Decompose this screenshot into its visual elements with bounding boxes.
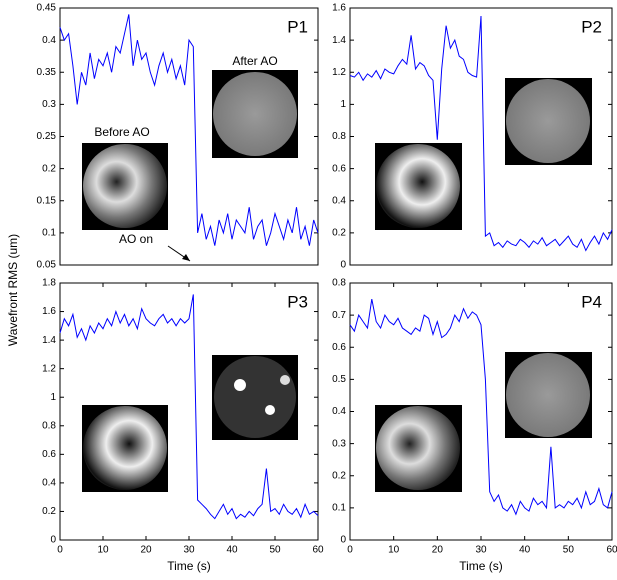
y-tick-label: 0.45 (37, 3, 57, 14)
panel-label: P4 (581, 292, 602, 311)
y-tick-label: 1.8 (42, 278, 56, 289)
y-tick-label: 0.4 (42, 478, 56, 489)
y-tick-label: 0.15 (37, 195, 57, 206)
data-line (349, 299, 613, 516)
data-line (349, 15, 613, 252)
y-tick-label: 0.6 (42, 449, 56, 460)
y-tick-label: 1.6 (332, 3, 346, 14)
y-tick-label: 0.4 (42, 35, 56, 46)
panel-label: P1 (287, 17, 308, 36)
x-tick-label: 10 (97, 545, 109, 556)
y-tick-label: 1 (50, 392, 56, 403)
annotation-arrow (167, 245, 191, 262)
data-line (59, 14, 319, 246)
x-tick-label: 40 (226, 545, 238, 556)
y-tick-label: 1.4 (42, 335, 56, 346)
y-tick-label: 0 (340, 535, 346, 546)
panel-label: P2 (581, 17, 602, 36)
x-tick-label: 30 (183, 545, 195, 556)
y-tick-label: 0.7 (332, 310, 346, 321)
x-tick-label: 60 (606, 545, 617, 556)
y-tick-label: 0.4 (332, 406, 346, 417)
x-tick-label: 0 (347, 545, 353, 556)
y-tick-label: 1.4 (332, 35, 346, 46)
x-tick-label: 50 (563, 545, 575, 556)
x-tick-label: 20 (432, 545, 444, 556)
x-tick-label: 40 (519, 545, 531, 556)
y-tick-label: 1.2 (332, 67, 346, 78)
wavefront-images (82, 70, 592, 492)
y-tick-label: 0.8 (332, 278, 346, 289)
y-axis-title: Wavefront RMS (um) (6, 234, 20, 346)
y-tick-label: 0.4 (332, 195, 346, 206)
x-tick-label: 10 (388, 545, 400, 556)
y-tick-label: 0.2 (42, 506, 56, 517)
x-axis-title: Time (s) (459, 559, 503, 573)
x-tick-label: 30 (475, 545, 487, 556)
panel-label: P3 (287, 292, 308, 311)
y-tick-label: 0.1 (42, 228, 56, 239)
y-tick-label: 0.5 (332, 374, 346, 385)
x-axis-title: Time (s) (167, 559, 211, 573)
y-tick-label: 0.1 (332, 503, 346, 514)
y-tick-label: 0.35 (37, 67, 57, 78)
annotation: Before AO (94, 125, 149, 139)
y-tick-label: 0 (50, 535, 56, 546)
y-tick-label: 1.2 (42, 363, 56, 374)
y-tick-label: 0.05 (37, 260, 57, 271)
y-tick-label: 0.2 (332, 228, 346, 239)
data-line (59, 294, 319, 520)
x-tick-label: 60 (312, 545, 324, 556)
y-tick-label: 0.25 (37, 131, 57, 142)
annotation: After AO (232, 54, 277, 68)
y-tick-label: 0.3 (332, 438, 346, 449)
x-tick-label: 50 (269, 545, 281, 556)
y-tick-label: 0.3 (42, 99, 56, 110)
y-tick-label: 0.2 (332, 470, 346, 481)
y-tick-label: 0.8 (42, 420, 56, 431)
y-tick-label: 0.6 (332, 342, 346, 353)
annotation: AO on (119, 232, 153, 246)
y-tick-label: 1.6 (42, 306, 56, 317)
y-tick-label: 0.8 (332, 131, 346, 142)
y-tick-label: 1 (340, 99, 346, 110)
y-tick-label: 0 (340, 260, 346, 271)
y-tick-label: 0.2 (42, 163, 56, 174)
x-tick-label: 20 (140, 545, 152, 556)
x-tick-label: 0 (57, 545, 63, 556)
y-tick-label: 0.6 (332, 163, 346, 174)
